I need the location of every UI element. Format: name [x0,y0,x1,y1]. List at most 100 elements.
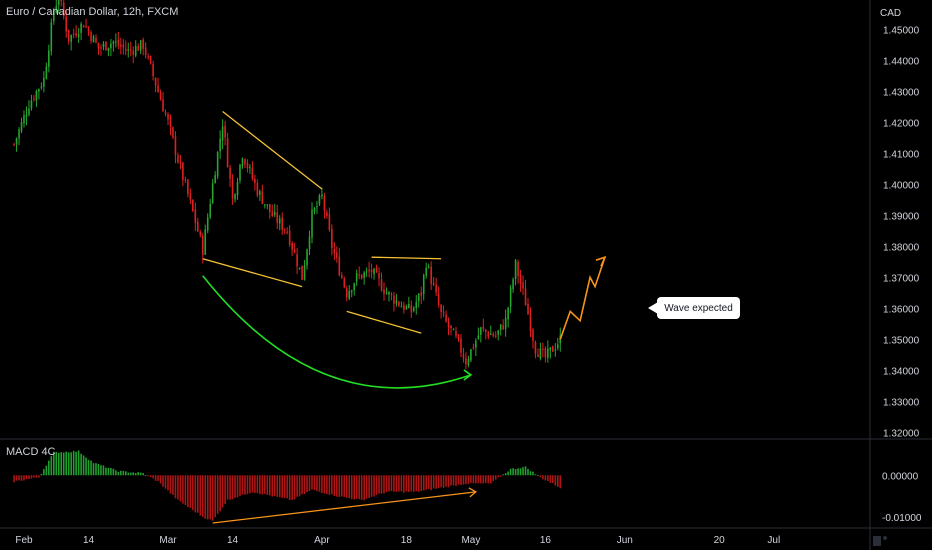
macd-histogram-bar [18,475,20,481]
pattern-trendline[interactable] [371,256,442,260]
macd-histogram-bar [450,475,452,486]
candle-body [40,86,43,88]
macd-histogram-bar [55,451,58,476]
candle-body [373,268,375,275]
macd-histogram-bar [85,457,87,476]
macd-histogram-bar [437,475,440,488]
candle-body [164,112,167,115]
time-tick-label: Apr [314,535,330,546]
time-tick-label: Jul [767,535,780,546]
candle-body [259,191,261,195]
tradingview-logo-icon[interactable] [873,536,891,546]
currency-label: CAD [880,8,901,19]
projected-wave-path[interactable] [559,256,606,340]
candle-body [360,274,363,279]
macd-histogram-bar [311,475,313,490]
candle-body [288,230,291,245]
candle-body [529,313,532,332]
macd-histogram-bar [308,475,311,492]
candle-body [115,41,117,43]
price-tick-label: 1.44000 [883,56,920,67]
candle-body [417,293,420,302]
candle-body [442,312,445,314]
macd-histogram-bar [95,463,97,476]
pattern-trendline[interactable] [346,310,422,334]
macd-histogram-bar [13,475,15,483]
candle-body [497,330,500,335]
macd-histogram-bar [194,475,197,513]
candle-body [120,44,122,47]
macd-histogram-bar [340,475,343,497]
macd-histogram-bar [102,465,105,476]
macd-histogram-bar [422,475,425,491]
macd-histogram-bar [539,475,542,478]
candle-body [105,41,107,51]
macd-divergence-arrow[interactable] [212,491,476,524]
candle-body [345,288,348,298]
wave-expected-callout[interactable]: Wave expected [657,297,740,319]
candle-body [534,341,537,354]
candle-body [241,158,244,166]
macd-histogram-bar [65,451,68,476]
macd-histogram-bar [298,475,301,497]
macd-histogram-bar [509,468,512,476]
price-tick-label: 1.43000 [883,87,920,98]
candle-body [462,354,465,359]
pattern-trendline[interactable] [202,258,303,288]
candle-body [331,229,333,249]
macd-histogram-bar [204,475,207,519]
macd-histogram-bar [363,475,365,501]
candle-body [67,29,70,42]
candle-body [507,307,509,320]
macd-histogram-bar [417,475,420,492]
candle-body [504,317,507,330]
macd-histogram-bar [221,475,224,508]
candle-body [211,183,214,204]
curved-arrow[interactable] [202,275,472,389]
candle-body [390,293,393,295]
macd-histogram-bar [271,475,274,497]
macd-histogram-bar [395,475,398,492]
candle-body [90,32,92,42]
macd-histogram-bar [92,463,95,476]
macd-histogram-bar [25,475,28,480]
price-tick-label: 1.40000 [883,180,920,191]
candle-body [144,47,147,56]
symbol-legend[interactable]: Euro / Canadian Dollar, 12h, FXCM [6,6,179,18]
candle-body [539,348,542,359]
macd-histogram-bar [331,475,333,495]
macd-histogram-bar [378,475,380,494]
macd-histogram-bar [502,474,504,476]
candle-body [122,44,125,48]
candle-body [256,182,259,196]
candle-body [13,143,15,145]
candle-body [216,151,219,177]
price-tick-label: 1.35000 [883,335,920,346]
candle-body [340,275,343,278]
candle-body [281,217,284,230]
macd-histogram-bar [239,475,241,496]
macd-histogram-bar [432,475,435,489]
macd-histogram-bar [326,475,328,495]
candle-body [219,138,221,152]
macd-histogram-bar [489,475,492,484]
macd-histogram-bar [35,475,38,478]
chart-drawings[interactable] [202,111,607,524]
candle-body [532,329,534,341]
macd-histogram-bar [100,465,102,476]
macd-legend[interactable]: MACD 4C [6,446,56,458]
pattern-trendline[interactable] [222,111,323,190]
macd-histogram-bar [273,475,276,496]
candle-body [467,359,470,366]
macd-histogram-bar [462,475,465,485]
candle-body [348,290,351,299]
candle-body [142,39,144,49]
macd-histogram-bar [435,475,437,489]
macd-histogram-bar [189,475,192,508]
time-axis: Feb 14 Mar 14 Apr 18 May 16 Jun 20 Jul [15,535,780,546]
macd-histogram-bar [129,472,132,476]
macd-histogram-bar [124,471,127,476]
candle-body [326,212,328,216]
macd-histogram-bar [67,452,70,476]
